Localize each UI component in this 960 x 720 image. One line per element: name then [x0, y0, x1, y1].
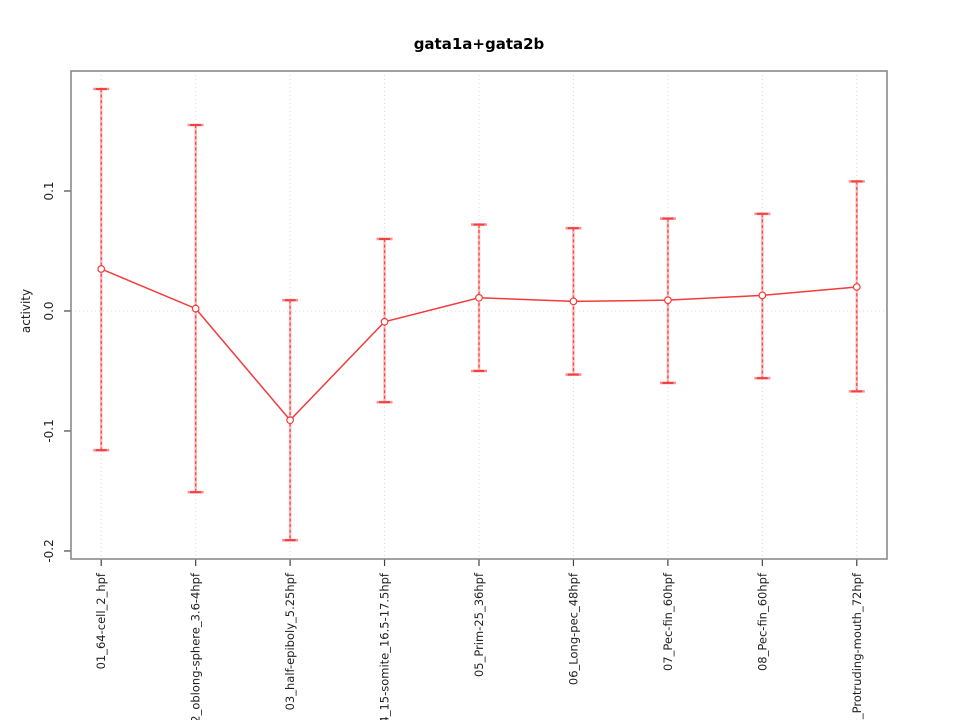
y-tick-label: 0.1 — [42, 181, 56, 200]
data-point — [569, 297, 578, 306]
x-tick-label: 07_Pec-fin_60hpf — [661, 572, 675, 671]
y-tick-label: 0.0 — [42, 301, 56, 320]
x-tick-label: 03_half-epiboly_5.25hpf — [283, 572, 297, 710]
x-tick-label: 05_Prim-25_36hpf — [472, 572, 486, 677]
x-tick-label: 06_Long-pec_48hpf — [566, 572, 580, 685]
x-tick-label: 04_15-somite_16.5-17.5hpf — [378, 572, 392, 720]
y-tick-label: -0.2 — [42, 539, 56, 562]
x-tick-label: 01_64-cell_2_hpf — [94, 572, 108, 669]
data-point — [852, 283, 861, 291]
data-point — [663, 296, 672, 305]
x-tick-label: 02_oblong-sphere_3.6-4hpf — [189, 572, 203, 720]
y-tick-label: -0.1 — [42, 419, 56, 442]
data-point — [286, 416, 295, 425]
plot-border — [70, 70, 888, 560]
x-tick-label: 09_Protruding-mouth_72hpf — [850, 572, 864, 720]
chart-title: gata1a+gata2b — [413, 35, 545, 53]
data-point — [97, 265, 106, 273]
data-point — [758, 291, 767, 300]
x-tick-label: 08_Pec-fin_60hpf — [755, 572, 769, 671]
data-point — [380, 317, 389, 326]
data-point — [475, 293, 483, 302]
data-point — [191, 304, 200, 313]
